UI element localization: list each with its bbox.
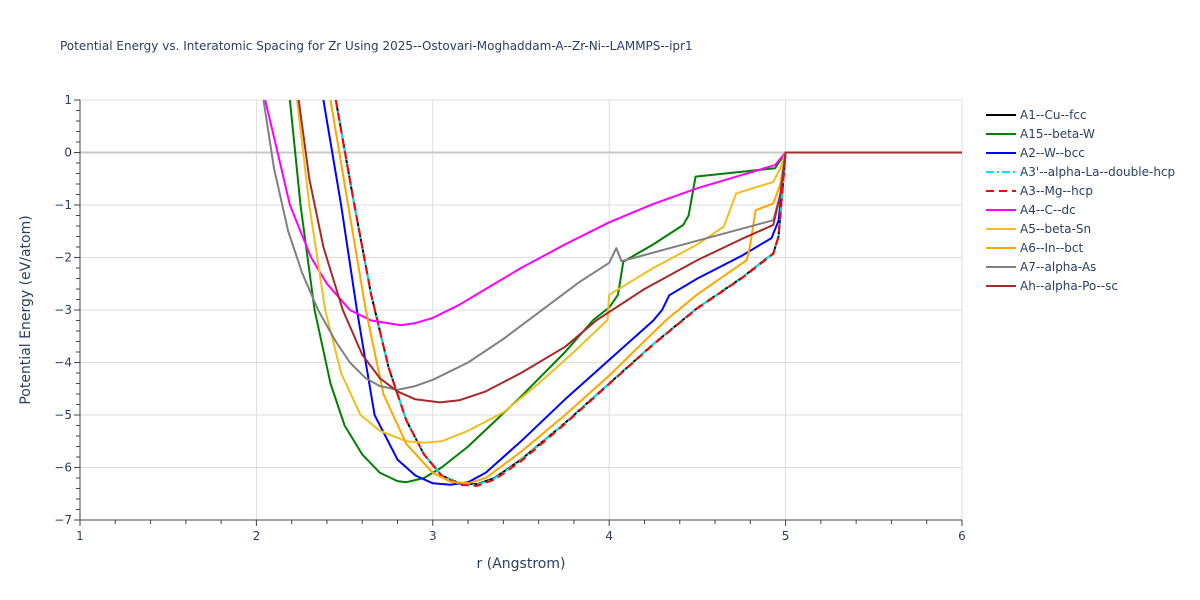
x-tick-label: 2	[253, 529, 261, 543]
y-tick-label: −1	[54, 198, 72, 212]
y-tick-label: −4	[54, 356, 72, 370]
legend-item[interactable]: A3'--alpha-La--double-hcp	[986, 165, 1175, 179]
legend-label: A3'--alpha-La--double-hcp	[1020, 165, 1175, 179]
series-line-a3-alpha-la-double-hcp	[334, 100, 962, 486]
y-tick-label: −7	[54, 513, 72, 527]
legend-item[interactable]: A4--C--dc	[986, 203, 1076, 217]
legend-label: A15--beta-W	[1020, 127, 1095, 141]
x-tick-label: 6	[958, 529, 966, 543]
axes: 1 2 3 4 5 6 1 0 −1 −2 −3 −4 −5 −6 −7	[54, 93, 966, 543]
y-tick-label: −3	[54, 303, 72, 317]
legend-label: Ah--alpha-Po--sc	[1020, 279, 1118, 293]
series-line-ah-alpha-po-sc	[297, 100, 962, 404]
x-tick-label: 5	[782, 529, 790, 543]
legend-label: A5--beta-Sn	[1020, 222, 1091, 236]
series-line-a2-w-bcc	[322, 100, 962, 486]
x-tick-label: 4	[605, 529, 613, 543]
x-tick-label: 1	[76, 529, 84, 543]
series-line-a5-beta-sn	[296, 100, 962, 444]
plot-area	[262, 100, 962, 487]
series-line-a7-alpha-as	[262, 100, 962, 391]
y-tick-label: −2	[54, 251, 72, 265]
legend-label: A7--alpha-As	[1020, 260, 1096, 274]
y-tick-label: −5	[54, 408, 72, 422]
y-tick-label: −6	[54, 461, 72, 475]
chart-title: Potential Energy vs. Interatomic Spacing…	[60, 39, 693, 53]
legend-item[interactable]: Ah--alpha-Po--sc	[986, 279, 1118, 293]
legend: A1--Cu--fcc A15--beta-W A2--W--bcc A3'--alp…	[986, 108, 1175, 293]
legend-label: A3--Mg--hcp	[1020, 184, 1093, 198]
legend-item[interactable]: A7--alpha-As	[986, 260, 1096, 274]
x-tick-label: 3	[429, 529, 437, 543]
series-line-a6-in-bct	[329, 100, 962, 485]
legend-item[interactable]: A5--beta-Sn	[986, 222, 1091, 236]
grid	[79, 99, 963, 521]
legend-item[interactable]: A15--beta-W	[986, 127, 1095, 141]
legend-label: A6--In--bct	[1020, 241, 1084, 255]
x-axis-title: r (Angstrom)	[477, 556, 566, 572]
y-axis-title: Potential Energy (eV/atom)	[18, 215, 34, 404]
legend-label: A1--Cu--fcc	[1020, 108, 1087, 122]
legend-item[interactable]: A1--Cu--fcc	[986, 108, 1087, 122]
legend-item[interactable]: A2--W--bcc	[986, 146, 1085, 160]
series-line-a3-mg-hcp	[334, 100, 962, 487]
y-tick-label: 1	[64, 93, 72, 107]
series-line-a1-cu-fcc	[334, 100, 962, 486]
y-tick-label: 0	[64, 146, 72, 160]
legend-label: A4--C--dc	[1020, 203, 1076, 217]
legend-label: A2--W--bcc	[1020, 146, 1085, 160]
series-line-a15-beta-w	[288, 100, 962, 484]
legend-item[interactable]: A6--In--bct	[986, 241, 1084, 255]
legend-item[interactable]: A3--Mg--hcp	[986, 184, 1093, 198]
